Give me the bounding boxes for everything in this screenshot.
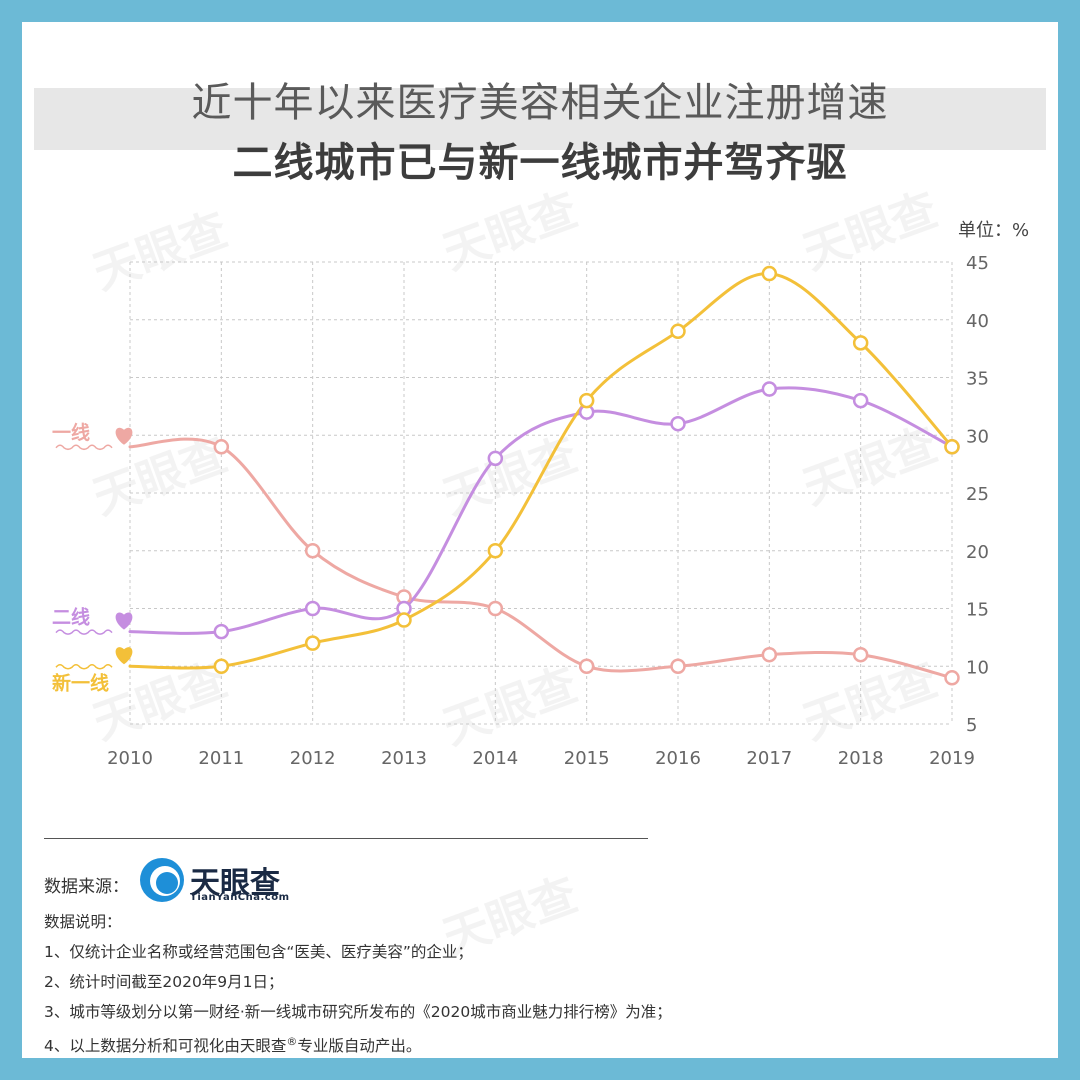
note-3: 3、城市等级划分以第一财经·新一线城市研究所发布的《2020城市商业魅力排行榜》…	[44, 1003, 672, 1021]
data-point	[761, 265, 778, 282]
data-point	[852, 392, 869, 409]
heart-icon	[115, 647, 133, 665]
data-point	[761, 381, 778, 397]
axis-labels: 5 10 15 20 25 30 35 40 45 2010 2011 2012 2013 2014 201…	[107, 253, 989, 769]
note-4-text: 4、以上数据分析和可视化由天眼查	[44, 1037, 287, 1056]
y-tick-label: 40	[966, 311, 989, 332]
y-tick-label: 5	[966, 715, 977, 736]
data-point	[578, 658, 595, 674]
data-point	[852, 335, 869, 351]
source-label: 数据来源：	[44, 877, 129, 897]
data-point	[487, 600, 504, 617]
x-tick-label: 2013	[381, 748, 427, 769]
data-point	[670, 323, 686, 340]
data-point	[761, 646, 778, 663]
series-line-2	[128, 272, 954, 670]
data-point	[670, 415, 686, 432]
legend-wave	[55, 444, 113, 451]
logo-subtext: TianYanCha.com	[190, 892, 290, 903]
tianyancha-logo: 天眼查 TianYanCha.com	[140, 856, 310, 906]
note-1: 1、仅统计企业名称或经营范围包含“医美、医疗美容”的企业；	[44, 943, 473, 961]
card-frame	[22, 22, 1058, 1058]
x-tick-label: 2015	[564, 748, 610, 769]
data-point	[304, 635, 321, 651]
data-point	[213, 658, 230, 674]
data-point	[213, 439, 230, 455]
x-tick-label: 2018	[838, 748, 884, 769]
y-tick-label: 15	[966, 600, 989, 621]
data-point	[944, 439, 960, 455]
data-point	[578, 392, 595, 409]
grid-lines	[129, 261, 953, 725]
logo-icon	[140, 858, 184, 902]
data-points	[213, 265, 960, 686]
y-tick-label: 30	[966, 426, 989, 447]
note-4: 4、以上数据分析和可视化由天眼查®专业版自动产出。	[44, 1030, 672, 1060]
y-tick-label: 10	[966, 657, 989, 678]
data-point	[944, 670, 960, 686]
x-tick-label: 2014	[472, 748, 518, 769]
data-point	[852, 646, 869, 663]
y-tick-label: 45	[966, 253, 989, 274]
x-tick-label: 2011	[198, 748, 244, 769]
data-point	[670, 658, 686, 674]
logo-text: 天眼查	[190, 866, 280, 901]
series-lines	[128, 272, 954, 680]
chart-title: 近十年以来医疗美容相关企业注册增速	[191, 80, 889, 126]
data-point	[304, 600, 321, 617]
data-notes: 数据说明： 1、仅统计企业名称或经营范围包含“医美、医疗美容”的企业； 2、统计…	[44, 910, 672, 1060]
legend-label: 一线	[52, 421, 90, 444]
series-line-0	[128, 437, 954, 680]
legend-label: 二线	[52, 606, 90, 629]
heart-icon	[115, 427, 133, 445]
x-tick-label: 2017	[746, 748, 792, 769]
y-tick-label: 35	[966, 369, 989, 390]
unit-label: 单位：%	[958, 220, 1030, 241]
legend-label: 新一线	[52, 671, 109, 694]
registered-mark: ®	[286, 1035, 298, 1048]
data-point	[213, 623, 230, 640]
note-2: 2、统计时间截至2020年9月1日；	[44, 973, 284, 991]
x-tick-label: 2010	[107, 748, 153, 769]
footer-divider	[44, 838, 648, 839]
note-4-text-end: 专业版自动产出。	[297, 1037, 422, 1056]
title-band	[34, 88, 1046, 150]
series-line-1	[128, 386, 954, 635]
data-point	[396, 612, 412, 628]
x-tick-label: 2016	[655, 748, 701, 769]
chart-subtitle: 二线城市已与新一线城市并驾齐驱	[232, 140, 848, 186]
legend-wave	[55, 629, 113, 635]
notes-title: 数据说明：	[44, 913, 122, 931]
data-point	[304, 543, 321, 559]
legend-wave	[55, 664, 113, 670]
heart-icon	[115, 612, 133, 630]
x-tick-label: 2012	[290, 748, 336, 769]
data-point	[487, 450, 504, 467]
data-point	[487, 543, 504, 559]
y-tick-label: 25	[966, 484, 989, 505]
y-tick-label: 20	[966, 542, 989, 563]
x-tick-label: 2019	[929, 748, 975, 769]
